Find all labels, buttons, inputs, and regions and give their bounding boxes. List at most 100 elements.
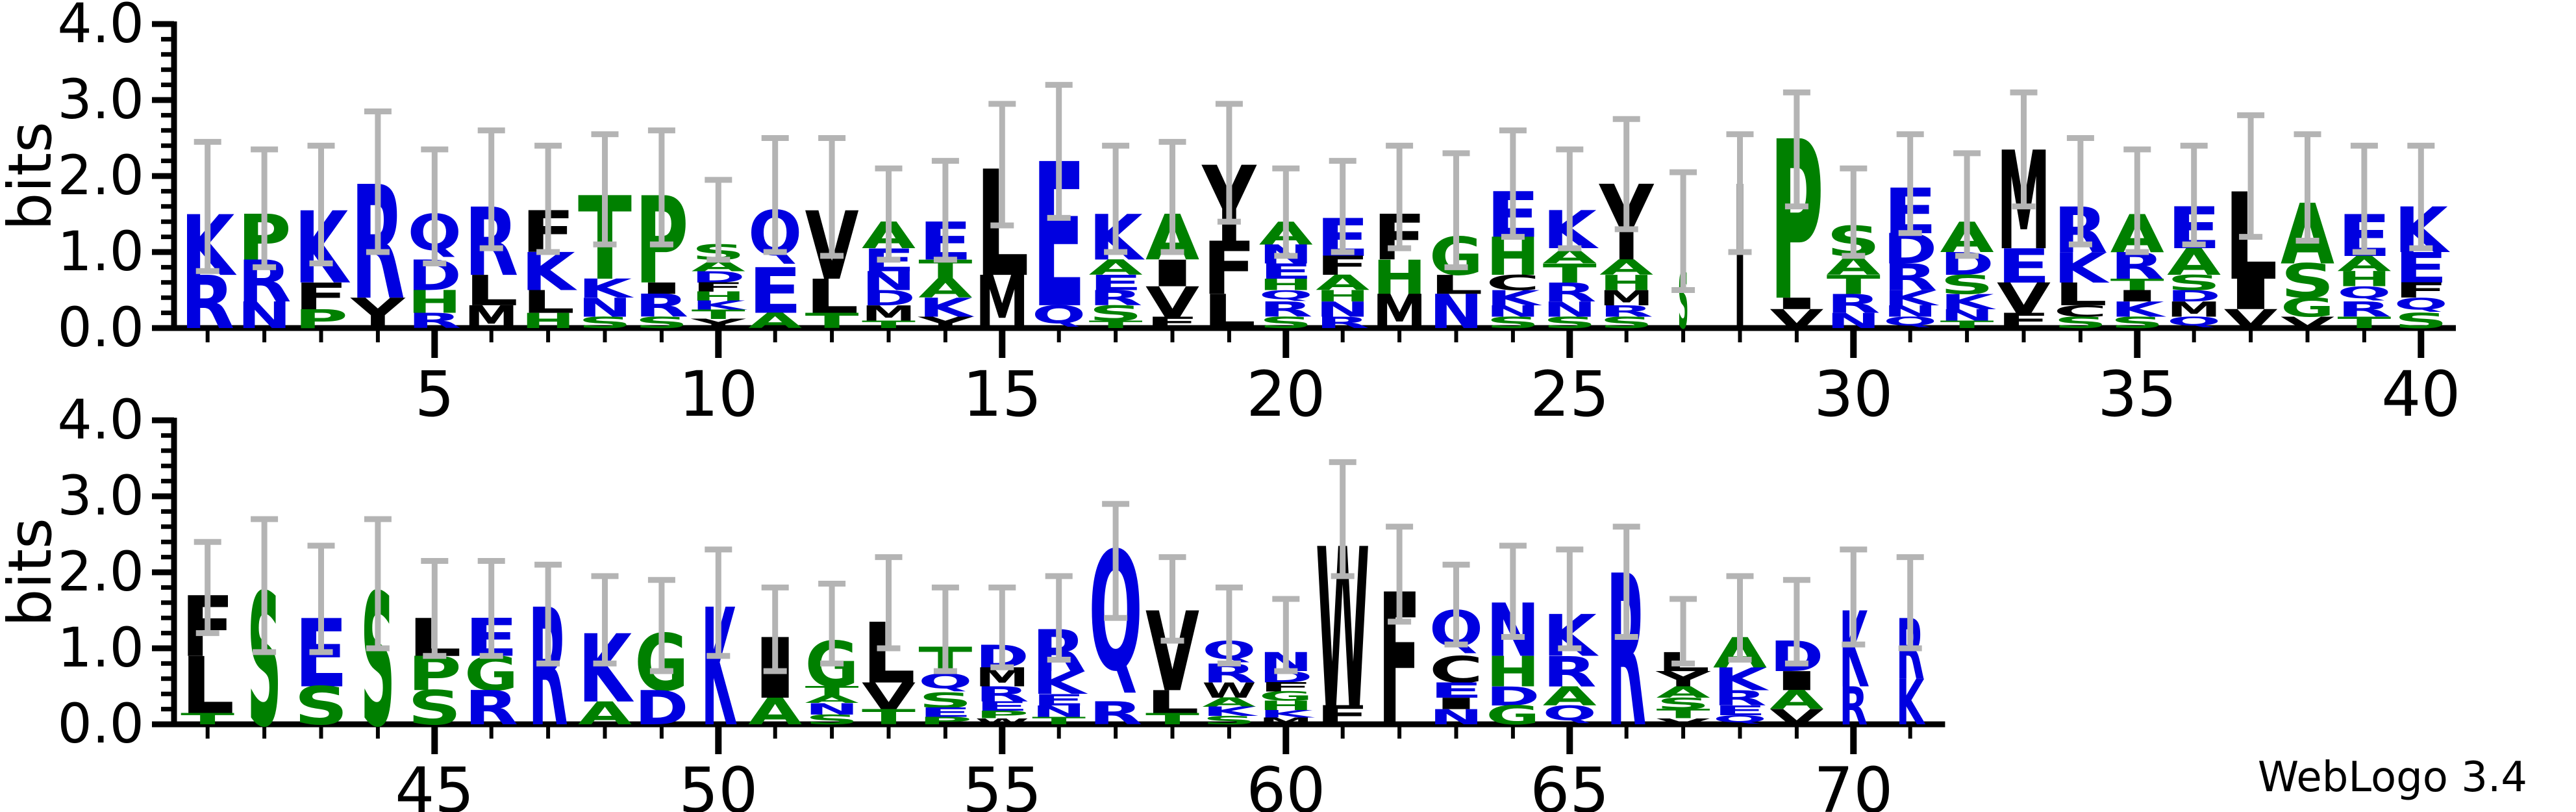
logo-letter-T-32: T bbox=[1940, 318, 1994, 331]
logo-letter-V-69: V bbox=[1769, 705, 1824, 730]
logo-letter-S-38: S bbox=[2281, 254, 2334, 309]
x-tick-label: 65 bbox=[1530, 754, 1609, 812]
logo-letter-T-53: T bbox=[862, 705, 916, 730]
logo-letter-Q-16: Q bbox=[1032, 300, 1086, 329]
logo-letter-I-18: I bbox=[1145, 253, 1199, 295]
logo-letter-K-71: K bbox=[1896, 667, 1925, 740]
logo-letter-N-21: N bbox=[1316, 298, 1369, 322]
logo-letter-K-35: K bbox=[2110, 298, 2167, 322]
x-tick-label: 50 bbox=[679, 754, 758, 812]
logo-letter-T-67: T bbox=[1657, 707, 1710, 721]
y-tick-label: 0.0 bbox=[57, 296, 144, 359]
logo-letter-F-33: F bbox=[1997, 309, 2051, 333]
logo-letter-F-18: F bbox=[1145, 314, 1199, 332]
logo-letter-V-37: V bbox=[2224, 304, 2278, 335]
logo-letter-N-56: N bbox=[1032, 702, 1086, 720]
logo-letter-T-30: T bbox=[1827, 270, 1881, 300]
logo-letter-V-33: V bbox=[1997, 274, 2051, 323]
logo-letter-Q-40: Q bbox=[2394, 294, 2448, 313]
logo-letter-R-68: R bbox=[1713, 686, 1767, 711]
logo-letter-R-21: R bbox=[1316, 314, 1369, 332]
y-tick-label: 3.0 bbox=[57, 68, 144, 131]
y-tick-label: 2.0 bbox=[57, 540, 144, 603]
logo-letter-V-38: V bbox=[2281, 314, 2334, 332]
y-tick-label: 4.0 bbox=[57, 0, 144, 55]
logo-letter-R-26: R bbox=[1599, 302, 1653, 320]
logo-letter-S-35: S bbox=[2110, 314, 2164, 332]
logo-letter-A-26: A bbox=[1599, 255, 1654, 280]
logo-letter-T-41: T bbox=[181, 710, 235, 728]
logo-letter-R-70: R bbox=[1839, 677, 1868, 737]
logo-letter-K-56: K bbox=[1032, 665, 1088, 701]
logo-letter-H-20: H bbox=[1259, 275, 1313, 294]
logo-letter-H-22: H bbox=[1373, 250, 1427, 305]
logo-letter-V-29: V bbox=[1769, 304, 1823, 335]
logo-letter-N-52: N bbox=[805, 700, 859, 718]
x-tick-label: 10 bbox=[679, 358, 758, 431]
logo-letter-E-56: E bbox=[1032, 691, 1086, 709]
logo-letter-L-34: L bbox=[2053, 276, 2107, 312]
logo-letter-S-59: S bbox=[1202, 714, 1256, 728]
logo-letter-F-19: F bbox=[1202, 227, 1256, 312]
logo-letter-S-26: S bbox=[1599, 314, 1653, 332]
logo-letter-R-30: R bbox=[1827, 288, 1881, 319]
logo-letter-L-12: L bbox=[805, 270, 859, 324]
logo-letter-N-23: N bbox=[1429, 285, 1483, 339]
logo-letter-D-10: D bbox=[692, 268, 745, 286]
logo-letter-I-37: I bbox=[2224, 270, 2278, 319]
logo-letter-V-18: V bbox=[1145, 278, 1199, 327]
logo-letter-R-39: R bbox=[2337, 298, 2391, 322]
logo-letter-A-39: A bbox=[2337, 251, 2392, 276]
logo-letter-D-36: D bbox=[2167, 287, 2221, 305]
logo-letter-S-45: S bbox=[408, 681, 462, 735]
logo-letter-N-24: N bbox=[1486, 302, 1540, 320]
y-axis-title: bits bbox=[0, 121, 65, 231]
logo-letter-L-41: L bbox=[181, 641, 234, 732]
logo-letter-R-20: R bbox=[1259, 298, 1313, 322]
logo-letter-Q-36: Q bbox=[2167, 314, 2221, 329]
y-tick-label: 0.0 bbox=[57, 692, 144, 755]
logo-letter-Q-31: Q bbox=[1883, 314, 1937, 329]
logo-letter-R-65: R bbox=[1543, 648, 1597, 696]
logo-letter-N-8: N bbox=[578, 292, 632, 323]
logo-letter-T-39: T bbox=[2337, 314, 2392, 332]
logo-letter-S-52: S bbox=[805, 712, 859, 728]
logo-letter-C-34: C bbox=[2053, 302, 2107, 320]
logo-letter-K-68: K bbox=[1713, 661, 1769, 698]
logo-letter-M-36: M bbox=[2167, 298, 2221, 322]
logo-letter-N-25: N bbox=[1543, 298, 1597, 322]
logo-letter-L-58: L bbox=[1145, 684, 1199, 720]
x-tick-label: 55 bbox=[962, 754, 1042, 812]
logo-letter-S-9: S bbox=[634, 314, 688, 332]
logo-letter-R-17: R bbox=[1089, 286, 1143, 311]
logo-letter-R-5: R bbox=[408, 309, 462, 333]
y-tick-label: 2.0 bbox=[57, 144, 144, 207]
x-tick-label: 15 bbox=[962, 358, 1042, 431]
logo-letter-H-5: H bbox=[408, 284, 462, 320]
logo-letter-P-54: P bbox=[918, 715, 972, 727]
logo-letter-S-32: S bbox=[1940, 270, 1994, 300]
logo-letter-A-51: A bbox=[748, 691, 802, 733]
logo-letter-W-59: W bbox=[1202, 678, 1256, 703]
logo-letter-I-63: I bbox=[1429, 694, 1483, 713]
logo-letter-N-2: N bbox=[238, 295, 292, 337]
logo-letter-M-26: M bbox=[1599, 286, 1653, 311]
logo-letter-T-10: T bbox=[692, 307, 745, 322]
logo-letter-H-21: H bbox=[1316, 287, 1369, 305]
logo-letter-Q-65: Q bbox=[1543, 702, 1597, 725]
logo-letter-A-48: A bbox=[578, 695, 632, 731]
x-tick-label: 5 bbox=[415, 358, 455, 431]
logo-letter-I-69: I bbox=[1769, 666, 1823, 696]
logo-letter-A-21: A bbox=[1316, 271, 1370, 296]
logo-letter-F-61: F bbox=[1316, 700, 1369, 731]
logo-letter-E-55: E bbox=[975, 699, 1029, 713]
logo-letter-K-34: K bbox=[2053, 244, 2110, 292]
logo-letter-T-13: T bbox=[862, 318, 916, 331]
logo-letter-Y-4: Y bbox=[350, 289, 406, 338]
logo-letter-E-17: E bbox=[1089, 271, 1143, 296]
logo-letter-E-40: E bbox=[2394, 244, 2448, 292]
y-axis-title: bits bbox=[0, 518, 65, 627]
logo-letter-M-60: M bbox=[1259, 716, 1313, 727]
weblogo-credit: WebLogo 3.4 bbox=[2257, 754, 2527, 802]
logo-row-top: 0.01.02.03.04.0bitsKRPRNKFPRY5QDHRRLMFKL… bbox=[0, 0, 2460, 431]
